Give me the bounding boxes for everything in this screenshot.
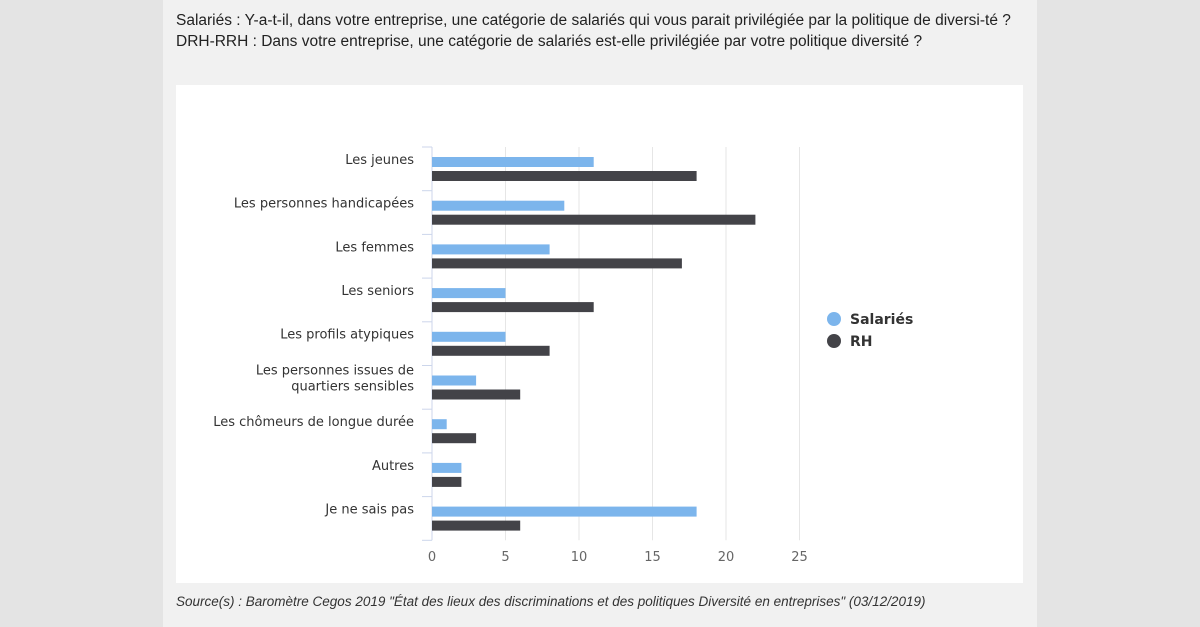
x-tick-label: 20	[718, 550, 735, 565]
bar-salaris	[432, 375, 477, 386]
category-label: Les femmes	[335, 240, 414, 255]
question-drh: DRH-RRH : Dans votre entreprise, une cat…	[176, 33, 923, 50]
bar-rh	[432, 389, 521, 400]
category-label: Les profils atypiques	[280, 328, 414, 343]
category-label: Autres	[372, 459, 414, 474]
category-label: Les jeunes	[345, 153, 414, 168]
category-label: Je ne sais pas	[324, 502, 414, 517]
x-tick-label: 0	[428, 550, 436, 565]
bar-rh	[432, 214, 756, 225]
category-label: Les chômeurs de longue durée	[213, 415, 414, 430]
x-tick-label: 25	[791, 550, 808, 565]
x-tick-label: 5	[501, 550, 509, 565]
chart-question: Salariés : Y-a-t-il, dans votre entrepri…	[176, 10, 1026, 52]
bar-rh	[432, 520, 521, 531]
bar-salaris	[432, 244, 550, 255]
bar-salaris	[432, 506, 697, 517]
legend-item: RH	[850, 334, 873, 350]
legend-marker	[827, 312, 841, 326]
bar-rh	[432, 433, 477, 444]
bar-rh	[432, 476, 462, 487]
bar-salaris	[432, 462, 462, 473]
category-label: Les personnes handicapées	[234, 197, 414, 212]
x-tick-label: 10	[571, 550, 588, 565]
bar-rh	[432, 345, 550, 356]
bar-rh	[432, 171, 697, 181]
source-note: Source(s) : Baromètre Cegos 2019 "État d…	[176, 594, 926, 609]
question-salaries: Salariés : Y-a-t-il, dans votre entrepri…	[176, 12, 1011, 29]
category-label: Les seniors	[341, 284, 414, 299]
bar-rh	[432, 302, 594, 313]
bar-salaris	[432, 288, 506, 299]
bar-salaris	[432, 157, 594, 167]
x-tick-label: 15	[644, 550, 661, 565]
bar-salaris	[432, 331, 506, 342]
plot-area	[176, 85, 1023, 583]
bar-salaris	[432, 200, 565, 211]
bar-rh	[432, 258, 682, 269]
bar-salaris	[432, 419, 447, 430]
legend-item: Salariés	[850, 312, 913, 328]
category-label: Les personnes issues de quartiers sensibl…	[256, 363, 414, 394]
legend-marker	[827, 334, 841, 348]
